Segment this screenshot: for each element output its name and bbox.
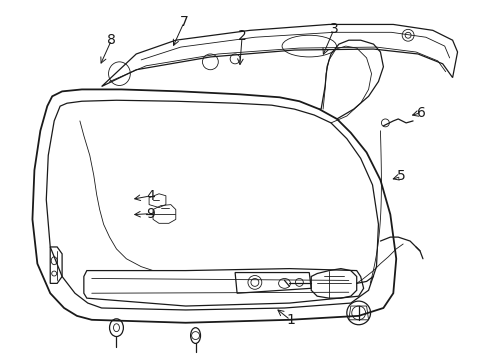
Text: 8: 8 (107, 33, 116, 47)
Text: 9: 9 (145, 207, 154, 221)
Text: 6: 6 (416, 105, 425, 120)
Text: 5: 5 (396, 170, 405, 184)
Text: 7: 7 (179, 15, 188, 29)
Text: 1: 1 (285, 313, 294, 327)
Text: 3: 3 (329, 22, 338, 36)
Text: 2: 2 (237, 30, 246, 44)
Text: 4: 4 (145, 189, 154, 203)
